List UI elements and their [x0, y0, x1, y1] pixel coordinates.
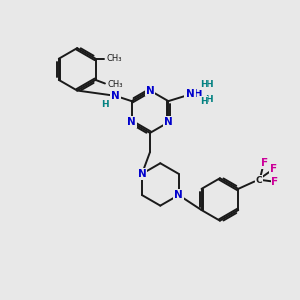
- Text: F: F: [272, 176, 279, 187]
- Text: N: N: [127, 117, 136, 127]
- Text: N: N: [174, 190, 183, 200]
- Text: F: F: [261, 158, 268, 168]
- Text: N: N: [138, 169, 146, 179]
- Text: N: N: [146, 85, 154, 95]
- Text: H: H: [205, 80, 212, 89]
- Text: N: N: [164, 117, 173, 127]
- Text: H: H: [101, 100, 109, 109]
- Text: H: H: [205, 95, 212, 104]
- Text: CH₃: CH₃: [107, 54, 122, 63]
- Text: CH₃: CH₃: [107, 80, 123, 89]
- Text: F: F: [270, 164, 277, 174]
- Text: H: H: [200, 97, 208, 106]
- Text: N: N: [186, 89, 195, 99]
- Text: H: H: [200, 80, 208, 89]
- Text: C: C: [256, 176, 262, 184]
- Text: NH: NH: [184, 89, 202, 99]
- Text: N: N: [111, 91, 120, 101]
